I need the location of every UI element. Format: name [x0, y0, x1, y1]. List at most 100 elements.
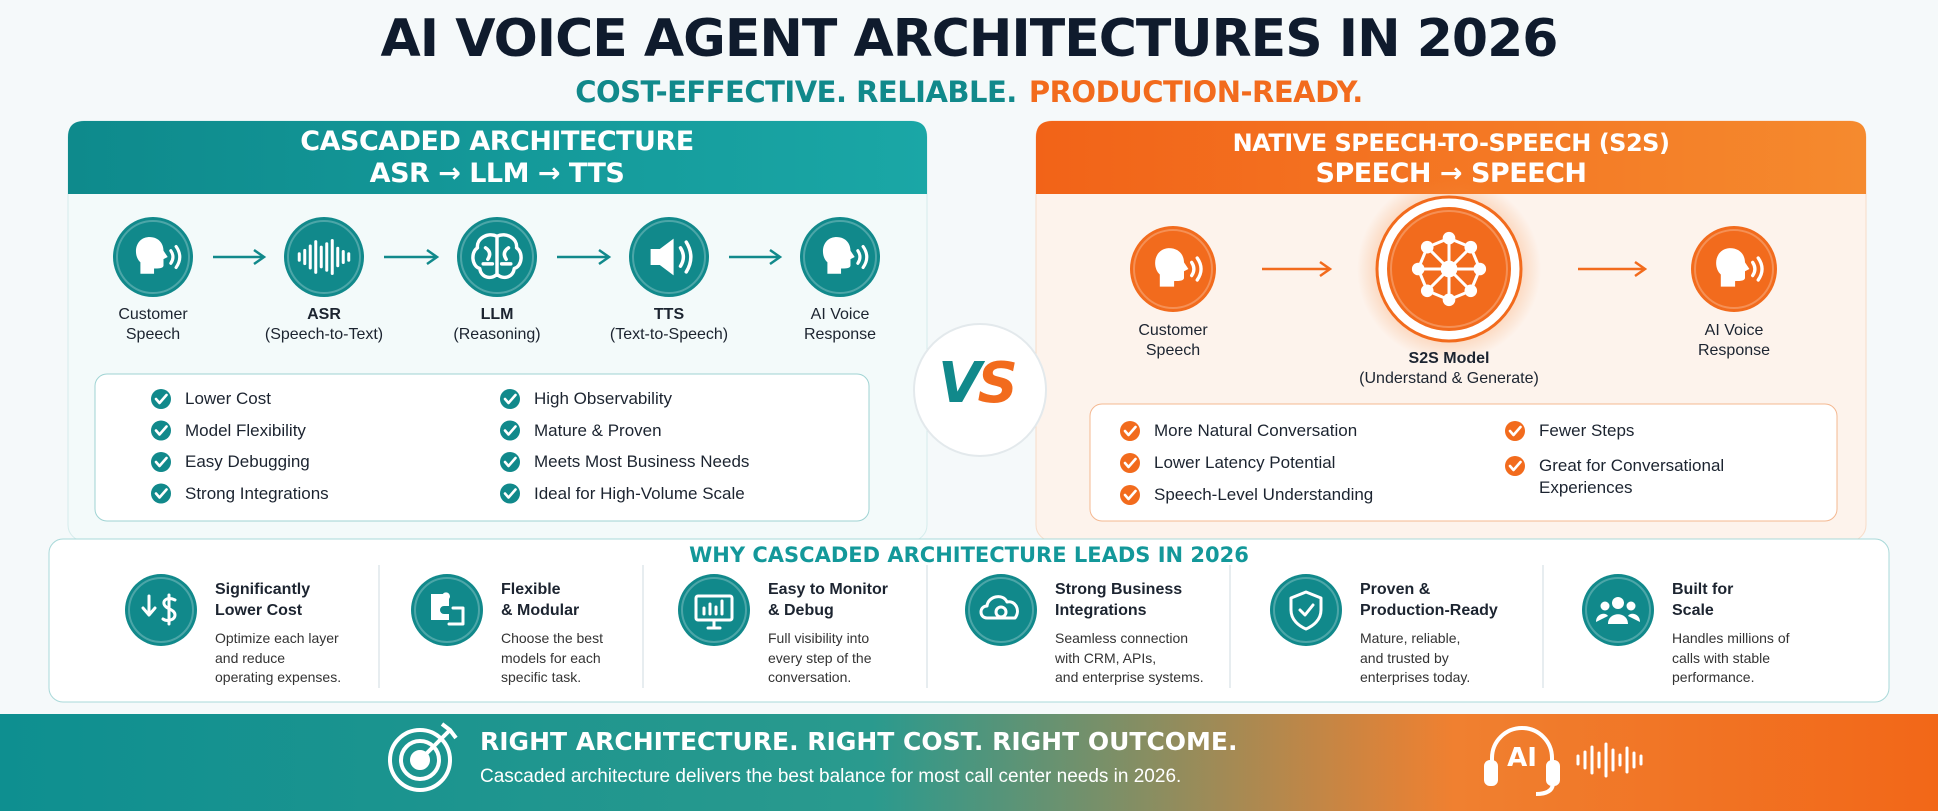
step-text: Response: [803, 326, 877, 343]
h1-text: AI VOICE AGENT ARCHITECTURES IN 2026: [380, 9, 1559, 69]
wd-text: specific task.: [501, 669, 582, 685]
icon-part: [471, 233, 523, 280]
icon-part: [650, 238, 693, 276]
step-icon: [113, 217, 193, 297]
icon-part: [154, 456, 168, 468]
step-icon: [1691, 226, 1777, 312]
icon-part: [1273, 577, 1339, 643]
why-icon: [965, 574, 1037, 646]
icon-part: [1490, 726, 1554, 766]
icon-part: [1505, 421, 1525, 441]
icon-part: [151, 420, 171, 441]
icon-part: [500, 420, 520, 441]
step-text: Customer: [118, 306, 188, 323]
wd-text: Handles millions of: [1672, 630, 1790, 646]
badge-text: AI: [1507, 743, 1537, 773]
icon-part: [994, 605, 1008, 619]
icon-part: [1289, 590, 1323, 631]
footer-band: [0, 714, 1938, 811]
flow-arrow: [384, 248, 440, 266]
icon-part: [1634, 260, 1648, 278]
icon-part: [500, 452, 520, 472]
icon-part: [1319, 260, 1333, 278]
icon-part: [1546, 760, 1560, 786]
icon-part: [399, 739, 441, 781]
icon-part: [125, 574, 197, 646]
icon-part: [135, 237, 168, 274]
icon-part: [968, 577, 1034, 643]
ben-text: Ideal for High-Volume Scale: [534, 483, 745, 503]
wd-text: with CRM, APIs,: [1055, 649, 1157, 666]
ph-text: CASCADED ARCHITECTURE: [300, 126, 694, 157]
ben-text: Fewer Steps: [1539, 421, 1635, 440]
step-text: AI Voice: [810, 306, 870, 323]
icon-part: [503, 456, 517, 468]
step-text: (Reasoning): [453, 326, 541, 343]
ben-text: Speech-Level Understanding: [1154, 485, 1374, 504]
icon-part: [154, 393, 168, 405]
icon-part: [979, 595, 1019, 620]
check-icon: [151, 483, 171, 504]
icon-part: [1716, 248, 1750, 287]
icon-part: [1120, 485, 1140, 505]
step-icon: [1130, 226, 1216, 312]
step-text: (Speech-to-Text): [264, 326, 384, 343]
check-icon: [1120, 485, 1140, 505]
icon-part: [503, 425, 517, 436]
icon-part: [500, 452, 520, 472]
ph-text: ASR → LLM → TTS: [369, 158, 625, 189]
icon-part: [1123, 425, 1137, 437]
icon-part: [1190, 256, 1203, 282]
vs-letter: S: [977, 351, 1018, 416]
headset-icon: [1484, 726, 1560, 796]
wd-text: Optimize each layer: [215, 630, 339, 646]
icon-part: [1133, 229, 1213, 309]
stepb-text: ASR: [307, 306, 341, 323]
stepb-text: S2S Model: [1408, 350, 1490, 367]
subtitle: COST-EFFECTIVE. RELIABLE. PRODUCTION-READ…: [575, 75, 1363, 109]
icon-part: [151, 389, 171, 409]
step-text: Speech: [125, 326, 181, 343]
wd-text: Choose the best: [501, 630, 603, 646]
icon-part: [650, 238, 674, 276]
check-icon: [151, 420, 171, 441]
icon-part: [128, 577, 194, 643]
icon-part: [678, 574, 750, 646]
ft-text: Cascaded architecture delivers the best …: [480, 766, 1182, 787]
check-icon: [1120, 453, 1140, 473]
icon-part: [151, 483, 171, 504]
icon-part: [414, 577, 480, 643]
icon-part: [426, 248, 440, 266]
wd-text: Mature, reliable,: [1360, 630, 1461, 646]
icon-part: [447, 606, 465, 626]
why-icon: [1582, 574, 1654, 646]
step-icon: [1387, 207, 1511, 331]
icon-part: [500, 389, 520, 409]
icon-part: [1155, 248, 1189, 287]
wh-text: WHY CASCADED ARCHITECTURE LEADS IN 2026: [689, 543, 1249, 567]
icon-part: [1270, 574, 1342, 646]
step-text: Speech: [1145, 342, 1201, 359]
flow-arrow: [213, 248, 267, 266]
icon-part: [431, 592, 450, 620]
check-icon: [1505, 421, 1525, 441]
icon-part: [154, 488, 168, 499]
wt-text: Integrations: [1055, 602, 1147, 619]
check-icon: [500, 389, 520, 409]
icon-part: [1691, 226, 1777, 312]
target-icon: [388, 722, 458, 792]
icon-part: [1596, 613, 1640, 624]
wt-text: Built for: [1672, 581, 1734, 598]
wt-text: Significantly: [215, 581, 311, 598]
icon-part: [803, 220, 877, 294]
ben-text: Easy Debugging: [185, 452, 310, 471]
check-icon: [151, 389, 171, 409]
wd-text: performance.: [1672, 669, 1755, 685]
step-text: Customer: [1138, 322, 1208, 339]
ph-text: NATIVE SPEECH-TO-SPEECH (S2S): [1232, 129, 1670, 157]
icon-part: [154, 425, 168, 436]
check-icon: [1120, 421, 1140, 441]
icon-part: [287, 220, 361, 294]
icon-part: [161, 593, 177, 626]
icon-part: [284, 217, 364, 297]
